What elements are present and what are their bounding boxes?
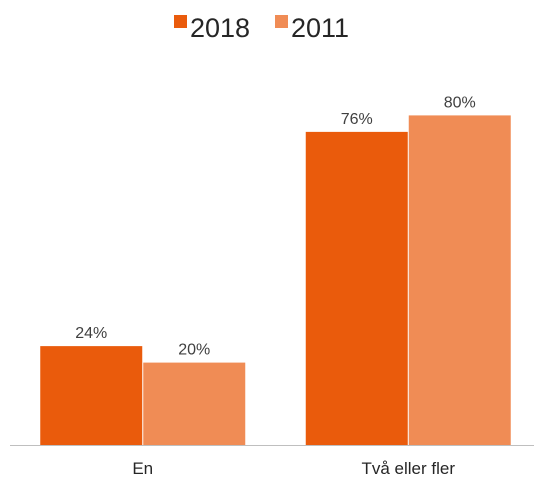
- legend: 2018 2011: [174, 13, 349, 43]
- legend-label-2011: 2011: [291, 13, 349, 43]
- bar-2011-0: [143, 362, 246, 445]
- legend-label-2018: 2018: [190, 13, 250, 43]
- data-label-2011-1: 80%: [444, 94, 476, 111]
- bar-2018-1: [305, 131, 408, 445]
- bar-2018-0: [40, 346, 143, 445]
- x-tick-label-1: Två eller fler: [361, 459, 455, 478]
- legend-swatch-2011: [275, 15, 288, 28]
- data-label-2018-0: 24%: [75, 325, 107, 342]
- bar-2011-1: [408, 115, 511, 446]
- data-label-2011-0: 20%: [178, 342, 210, 359]
- x-tick-label-0: En: [132, 459, 153, 478]
- bars: [40, 115, 511, 446]
- category-labels: En Två eller fler: [132, 459, 455, 478]
- data-label-2018-1: 76%: [341, 111, 373, 128]
- legend-swatch-2018: [174, 15, 187, 28]
- value-labels: 24% 20% 76% 80%: [75, 94, 476, 358]
